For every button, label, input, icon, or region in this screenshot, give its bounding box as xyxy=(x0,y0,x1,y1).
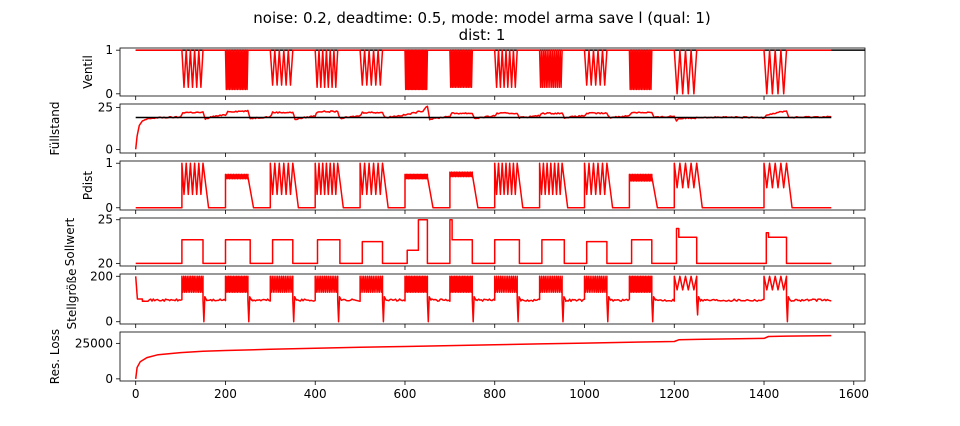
y-axis-label: Res. Loss xyxy=(48,329,62,384)
x-tick-label: 600 xyxy=(394,387,417,401)
x-tick-label: 800 xyxy=(483,387,506,401)
subplot-5: 0 200 Stellgröße xyxy=(65,269,866,330)
subplot-4: 20 25 Sollwert xyxy=(63,213,866,270)
y-axis-label: Ventil xyxy=(81,55,95,89)
series-line-1 xyxy=(134,105,832,150)
x-tick-label: 0 xyxy=(132,387,140,401)
plot-area xyxy=(134,334,832,379)
subplot-3: 0 1 Pdist xyxy=(81,156,866,215)
axes-frame xyxy=(119,160,866,211)
axes-frame xyxy=(119,273,866,325)
subplot-stack: 01Ventil025Füllstand01Pdist2025Sollwert0… xyxy=(48,43,869,401)
axes-frame xyxy=(119,103,866,154)
axes-frame xyxy=(119,47,866,97)
y-tick-label: 25 xyxy=(98,213,113,227)
y-tick-label: 0 xyxy=(105,87,113,101)
series-line-1 xyxy=(135,162,832,209)
subplot-6: 0 25000 0 200 400 600 800 1000 1200 1400 1600 Res. … xyxy=(48,329,869,401)
plot-area xyxy=(135,49,865,95)
x-tick-label: 1000 xyxy=(569,387,600,401)
series-line-1 xyxy=(135,218,832,265)
x-tick-label: 1600 xyxy=(839,387,870,401)
series-line-1 xyxy=(134,275,832,323)
y-tick-label: 0 xyxy=(105,372,113,386)
axes-frame xyxy=(119,217,866,267)
y-tick-label: 200 xyxy=(90,269,113,283)
plot-area xyxy=(134,105,832,150)
plot-area xyxy=(134,275,832,323)
plot-area xyxy=(135,218,832,265)
y-tick-label: 25000 xyxy=(75,336,113,350)
y-axis-label: Sollwert xyxy=(63,217,77,266)
plot-area xyxy=(135,162,832,209)
y-tick-label: 0 xyxy=(105,201,113,215)
y-tick-label: 25 xyxy=(98,100,113,114)
axes-frame xyxy=(119,331,866,382)
figure-title-line2: dist: 1 xyxy=(459,26,506,44)
y-tick-label: 0 xyxy=(105,315,113,329)
y-axis-label: Pdist xyxy=(81,171,95,200)
y-axis-label: Stellgröße xyxy=(65,269,79,330)
y-tick-label: 0 xyxy=(105,143,113,157)
y-tick-label: 1 xyxy=(105,43,113,57)
y-tick-label: 20 xyxy=(98,256,113,270)
x-tick-label: 200 xyxy=(214,387,237,401)
figure-title-line1: noise: 0.2, deadtime: 0.5, mode: model a… xyxy=(253,9,710,27)
series-line-1 xyxy=(134,334,832,379)
x-tick-label: 1400 xyxy=(749,387,780,401)
y-axis-label: Füllstand xyxy=(48,101,62,155)
subplot-2: 0 25 Füllstand xyxy=(48,100,866,157)
x-tick-label: 400 xyxy=(304,387,327,401)
series-line-1 xyxy=(135,49,832,95)
y-tick-label: 1 xyxy=(105,156,113,170)
x-tick-label: 1200 xyxy=(659,387,690,401)
subplot-1: 0 1 Ventil xyxy=(81,43,866,101)
